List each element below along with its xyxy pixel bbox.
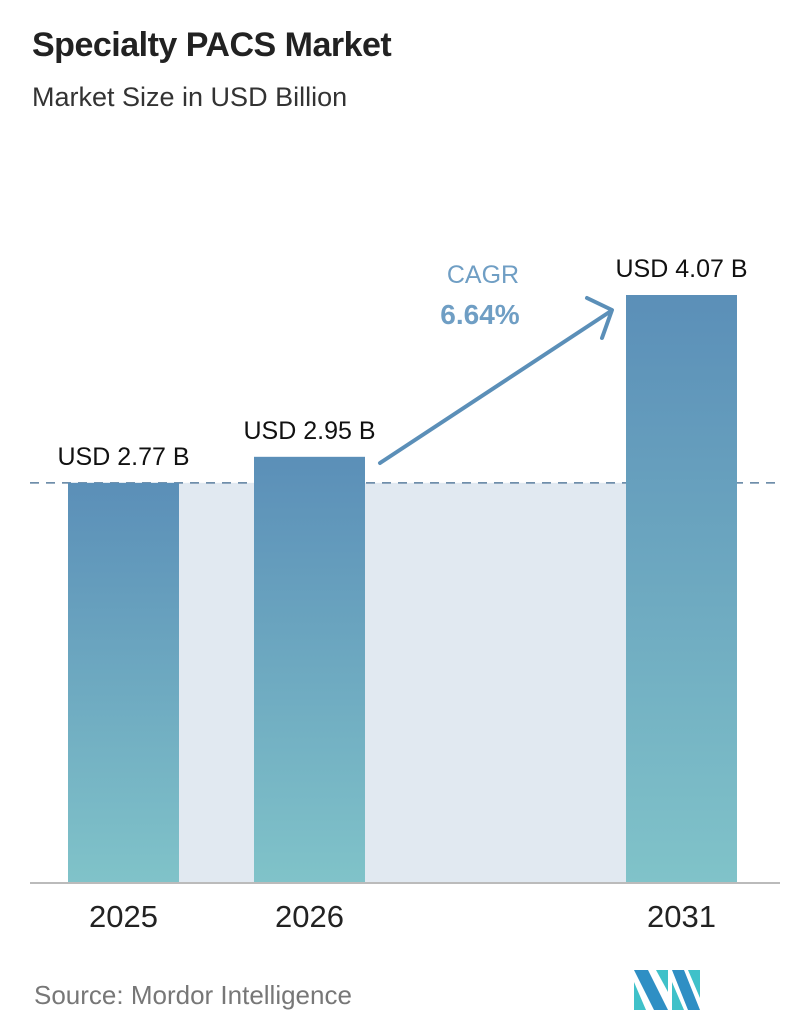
mordor-logo-icon: [634, 970, 700, 1010]
reference-band: [179, 482, 626, 883]
bar-2026: [254, 456, 365, 883]
chart-subtitle: Market Size in USD Billion: [32, 82, 348, 112]
data-label-2031: USD 4.07 B: [615, 255, 747, 283]
bar-chart: USD 2.77 B 2025 USD 2.95 B 2026 USD 4.07 B 20…: [30, 255, 780, 934]
data-label-2026: USD 2.95 B: [243, 417, 375, 445]
chart-title: Specialty PACS Market: [32, 26, 392, 64]
x-tick-2031: 2031: [647, 899, 716, 934]
cagr-value: 6.64%: [440, 299, 519, 330]
cagr-arrowhead-icon: [585, 296, 614, 340]
cagr-arrow: [378, 309, 613, 465]
bar-2025: [68, 482, 179, 883]
x-tick-2026: 2026: [275, 899, 344, 934]
source-note: Source: Mordor Intelligence: [34, 980, 352, 1010]
x-tick-2025: 2025: [89, 899, 158, 934]
data-label-2025: USD 2.77 B: [57, 443, 189, 471]
bar-2031: [626, 295, 737, 883]
cagr-label: CAGR: [447, 261, 519, 289]
